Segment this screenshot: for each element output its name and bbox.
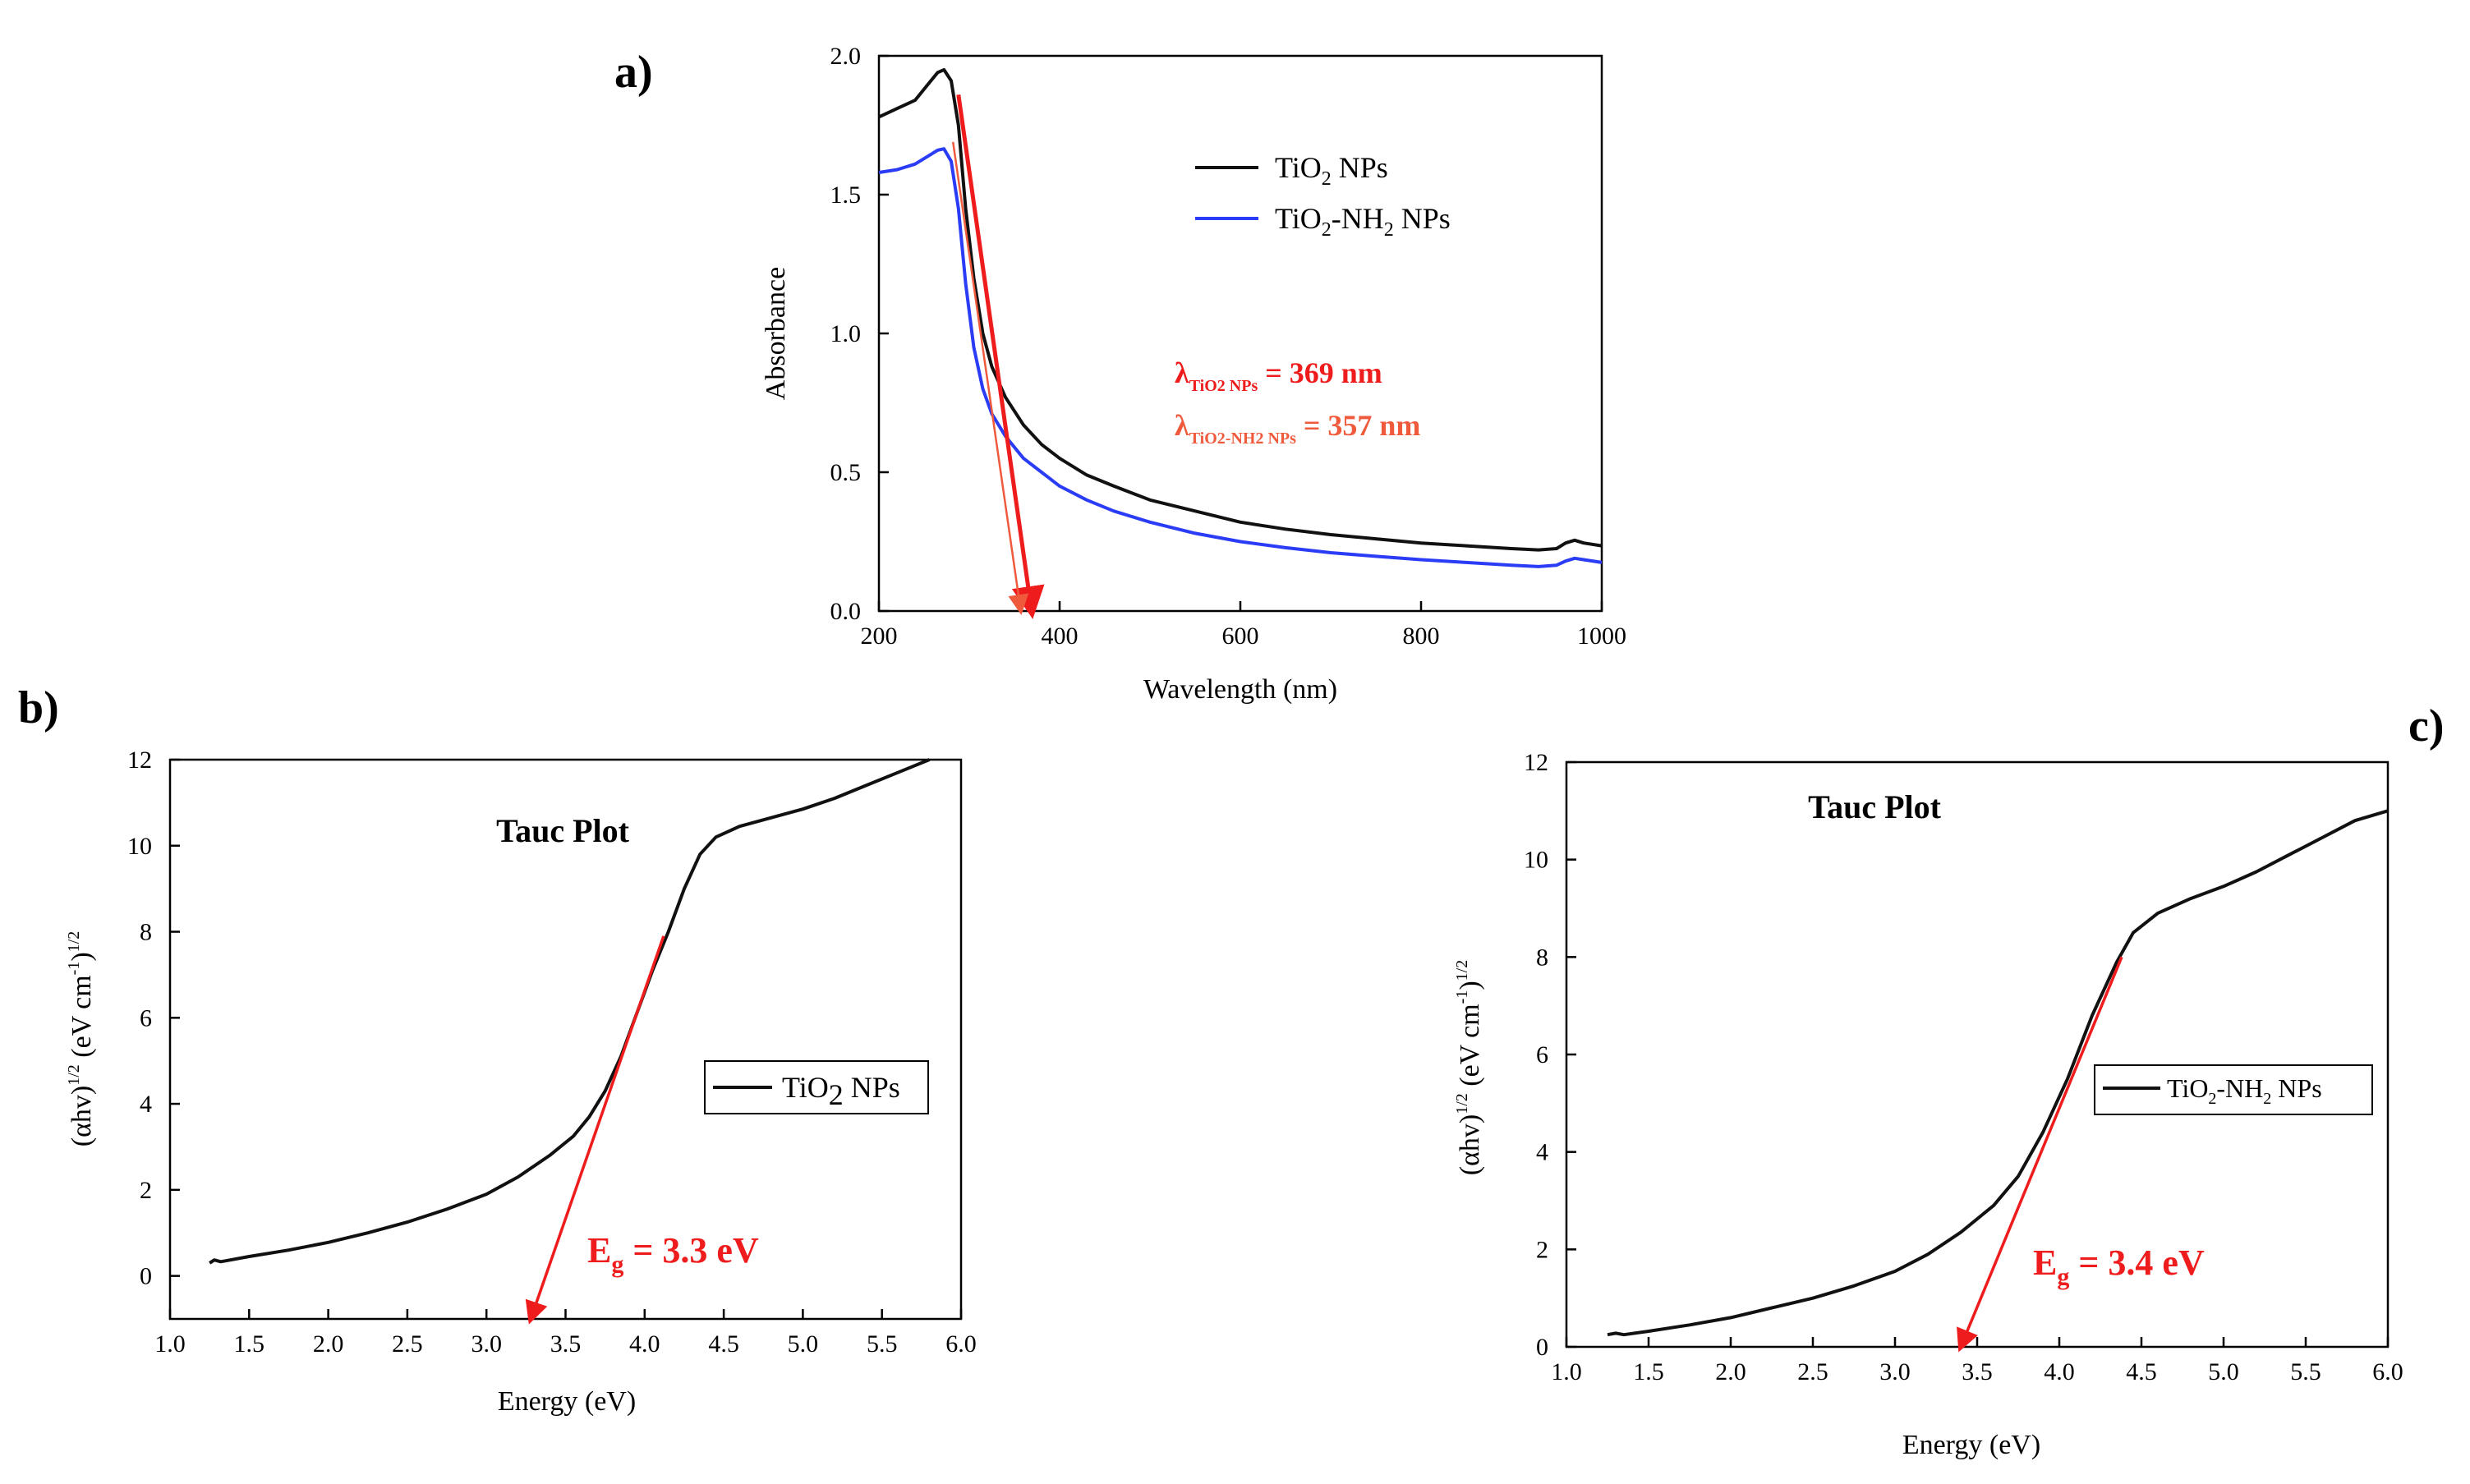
annotation-eg-b: Eg = 3.3 eV: [587, 1230, 759, 1278]
panel-a-plot-frame: [877, 54, 1603, 613]
panel-c-y-axis-title: (αhv)1/2 (eV cm-1)1/2: [1453, 960, 1485, 1175]
panel-c-legend: TiO2-NH2 NPs: [2094, 1064, 2373, 1115]
y-tick-label: 8: [1536, 944, 1548, 971]
x-tick-label: 4.0: [2044, 1358, 2075, 1385]
panel-b-y-axis: 0 2 4 6 8 10 12: [127, 747, 180, 1290]
panel-a-y-axis-title: Absorbance: [761, 267, 791, 400]
y-tick-label: 12: [127, 747, 152, 774]
panel-b-label: b): [18, 682, 59, 733]
x-tick-label: 2.0: [1715, 1358, 1746, 1385]
x-tick-label: 5.0: [788, 1330, 819, 1358]
x-tick-label: 5.5: [2290, 1358, 2321, 1385]
x-tick-label: 6.0: [945, 1330, 977, 1358]
x-tick-label: 1.0: [1551, 1358, 1582, 1385]
y-tick-label: 6: [1536, 1041, 1548, 1068]
panel-c-label: c): [2408, 701, 2445, 751]
panel-b-tauc-chart: b) 1.0 1.5 2.0 2.5 3.0 3.5 4.0 4.5 5.0 5.5 6.0 0 2 4…: [18, 682, 977, 1417]
series-line-tio2-nh2-nps: [878, 147, 1603, 568]
legend-label-tio2-nh2-c: TiO2-NH2 NPs: [2167, 1073, 2322, 1108]
x-tick-label: 3.5: [1962, 1358, 1993, 1385]
x-tick-label: 4.5: [2126, 1358, 2157, 1385]
panel-b-title: Tauc Plot: [496, 812, 630, 849]
y-tick-label: 6: [140, 1004, 152, 1031]
x-tick-label: 4.0: [629, 1330, 660, 1358]
y-tick-label: 2: [140, 1177, 152, 1204]
x-tick-label: 6.0: [2372, 1358, 2403, 1385]
series-line-tio2-nh2-nps: [1607, 809, 2389, 1337]
panel-a-legend: TiO2 NPs TiO2-NH2 NPs: [1195, 151, 1451, 241]
x-tick-label: 400: [1042, 623, 1079, 650]
panel-a-x-axis-title: Wavelength (nm): [1143, 674, 1337, 705]
x-tick-label: 3.0: [1879, 1358, 1911, 1385]
panel-a-x-axis: 200 400 600 800 1000: [861, 601, 1626, 650]
tangent-arrow: [525, 935, 665, 1325]
panel-b-y-axis-title: (αhv)1/2 (eV cm-1)1/2: [65, 931, 97, 1146]
x-tick-label: 1.5: [1633, 1358, 1664, 1385]
y-tick-label: 0.0: [830, 598, 862, 625]
panel-b-legend: TiO2 NPs: [704, 1060, 929, 1114]
x-tick-label: 3.0: [471, 1330, 502, 1358]
y-tick-label: 2.0: [830, 43, 862, 70]
x-tick-label: 600: [1222, 623, 1259, 650]
panel-c-tangent-line: [1957, 956, 2123, 1353]
panel-b-x-axis-title: Energy (eV): [498, 1386, 636, 1417]
panel-a-tangent-lines: [951, 94, 1045, 619]
y-tick-label: 8: [140, 919, 152, 946]
y-tick-label: 4: [1536, 1139, 1548, 1166]
tangent-arrow: [1957, 956, 2123, 1353]
x-tick-label: 4.5: [708, 1330, 739, 1358]
legend-label-tio2: TiO2 NPs: [1275, 151, 1388, 190]
tangent-arrow: [956, 94, 1045, 619]
x-tick-label: 2.5: [1797, 1358, 1828, 1385]
panel-c-plot-frame: [1565, 760, 2390, 1348]
y-tick-label: 0: [140, 1263, 152, 1290]
panel-c-x-axis: 1.0 1.5 2.0 2.5 3.0 3.5 4.0 4.5 5.0 5.5 6.0: [1551, 1337, 2403, 1385]
legend-label-tio2-nh2: TiO2-NH2 NPs: [1275, 202, 1451, 241]
panel-a-label: a): [614, 47, 653, 98]
panel-c-title: Tauc Plot: [1808, 788, 1942, 825]
y-tick-label: 10: [127, 833, 152, 860]
panel-c-y-axis: 0 2 4 6 8 10 12: [1524, 749, 1576, 1361]
x-tick-label: 1.5: [234, 1330, 265, 1358]
panel-c-series: [1607, 809, 2389, 1337]
x-tick-label: 800: [1403, 623, 1440, 650]
y-tick-label: 1.0: [830, 320, 862, 347]
x-tick-label: 200: [861, 623, 898, 650]
series-line-tio2-nps: [209, 758, 931, 1265]
x-tick-label: 2.0: [313, 1330, 344, 1358]
panel-c-x-axis-title: Energy (eV): [1902, 1430, 2040, 1460]
x-tick-label: 5.5: [867, 1330, 898, 1358]
panel-a-y-axis: 0.0 0.5 1.0 1.5 2.0: [830, 43, 889, 625]
y-tick-label: 4: [140, 1091, 152, 1118]
panel-b-x-axis: 1.0 1.5 2.0 2.5 3.0 3.5 4.0 4.5 5.0 5.5 6.0: [154, 1309, 977, 1358]
tangent-arrow: [951, 141, 1029, 615]
y-tick-label: 10: [1524, 847, 1548, 874]
x-tick-label: 5.0: [2208, 1358, 2239, 1385]
annotation-eg-c: Eg = 3.4 eV: [2033, 1243, 2205, 1290]
panel-a-series: [878, 67, 1603, 568]
y-tick-label: 2: [1536, 1236, 1548, 1263]
x-tick-label: 3.5: [550, 1330, 582, 1358]
y-tick-label: 1.5: [830, 181, 862, 209]
y-tick-label: 0: [1536, 1334, 1548, 1361]
annotation-lambda-tio2: λTiO2 NPs = 369 nm: [1175, 356, 1382, 395]
panel-b-series: [209, 758, 931, 1265]
y-tick-label: 12: [1524, 749, 1548, 776]
panel-b-tangent-line: [525, 935, 665, 1325]
x-tick-label: 1.0: [154, 1330, 186, 1358]
annotation-lambda-tio2-nh2: λTiO2-NH2 NPs = 357 nm: [1175, 409, 1420, 448]
legend-label-tio2-b: TiO2 NPs: [782, 1071, 900, 1111]
x-tick-label: 1000: [1577, 623, 1626, 650]
x-tick-label: 2.5: [392, 1330, 423, 1358]
panel-a-absorbance-chart: a) 200 400 600 800 1000 0.0 0.5 1.0 1.5 2.0 Wave…: [614, 43, 1626, 705]
y-tick-label: 0.5: [830, 459, 862, 486]
panel-c-tauc-chart: c) 1.0 1.5 2.0 2.5 3.0 3.5 4.0 4.5 5.0 5.5 6.0 0 2 4…: [1453, 701, 2445, 1460]
series-line-tio2-nps: [878, 67, 1603, 552]
